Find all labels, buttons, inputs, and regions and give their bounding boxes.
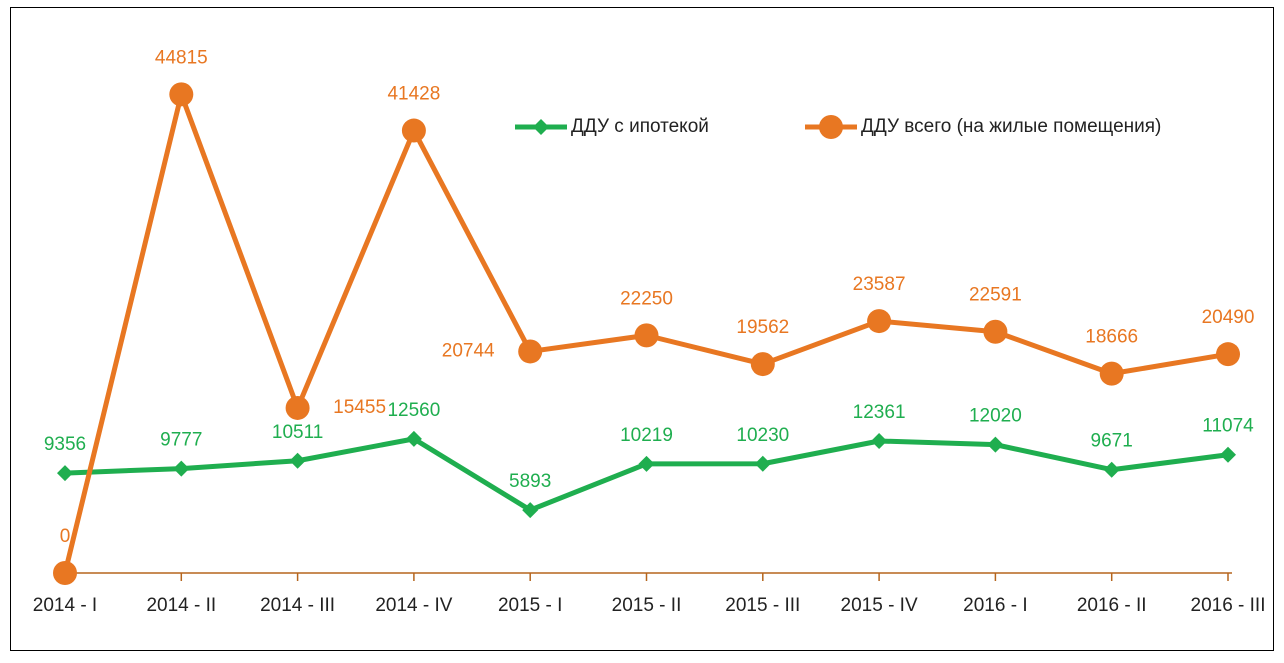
data-label: 15455 <box>333 397 386 418</box>
point <box>405 430 422 447</box>
x-tick-label: 2016 - I <box>963 595 1027 616</box>
data-label: 10230 <box>736 425 789 446</box>
data-label: 44815 <box>155 47 208 68</box>
point <box>1216 342 1240 367</box>
x-tick-label: 2015 - I <box>498 595 562 616</box>
point <box>819 115 843 139</box>
data-label: 22591 <box>969 285 1022 306</box>
point <box>533 119 549 135</box>
data-label: 12560 <box>387 400 440 421</box>
data-label: 9671 <box>1091 431 1133 452</box>
point <box>285 395 310 420</box>
x-tick-label: 2014 - I <box>33 595 97 616</box>
data-label: 0 <box>60 526 71 547</box>
x-tick-label: 2015 - III <box>725 595 800 616</box>
data-label: 12020 <box>969 406 1022 427</box>
point <box>53 561 77 585</box>
data-label: 10219 <box>620 425 673 446</box>
point <box>867 309 892 334</box>
point <box>634 323 659 348</box>
x-tick-label: 2015 - IV <box>841 595 918 616</box>
point <box>289 452 306 469</box>
point <box>1103 461 1120 478</box>
data-label: 9356 <box>44 434 86 455</box>
x-tick-label: 2014 - III <box>260 595 335 616</box>
data-label: 41428 <box>387 84 440 105</box>
x-tick-label: 2014 - II <box>146 595 216 616</box>
point <box>987 436 1004 453</box>
data-label: 11074 <box>1202 416 1254 437</box>
legend-label: ДДУ с ипотекой <box>571 116 709 137</box>
x-tick-label: 2014 - IV <box>375 595 452 616</box>
data-label: 10511 <box>272 422 323 443</box>
point <box>750 352 775 377</box>
data-label: 18666 <box>1085 327 1138 348</box>
data-label: 12361 <box>853 402 906 423</box>
data-label: 20744 <box>442 340 495 361</box>
data-label: 19562 <box>736 317 789 338</box>
data-label: 9777 <box>160 430 202 451</box>
data-label: 23587 <box>853 274 906 295</box>
data-label: 22250 <box>620 288 673 309</box>
point <box>638 455 655 472</box>
data-label: 5893 <box>509 471 551 492</box>
point <box>1220 446 1236 463</box>
x-tick-label: 2015 - II <box>612 595 682 616</box>
x-tick-label: 2016 - II <box>1077 595 1147 616</box>
point <box>518 339 543 364</box>
point <box>169 82 194 107</box>
point <box>57 465 73 482</box>
point <box>401 118 426 143</box>
data-label: 20490 <box>1202 307 1255 328</box>
point <box>754 455 771 472</box>
point <box>983 319 1008 344</box>
point <box>522 502 539 519</box>
point <box>173 460 190 477</box>
point <box>871 432 888 449</box>
x-tick-label: 2016 - III <box>1191 595 1266 616</box>
legend-label: ДДУ всего (на жилые помещения) <box>861 116 1161 137</box>
point <box>1099 361 1124 386</box>
